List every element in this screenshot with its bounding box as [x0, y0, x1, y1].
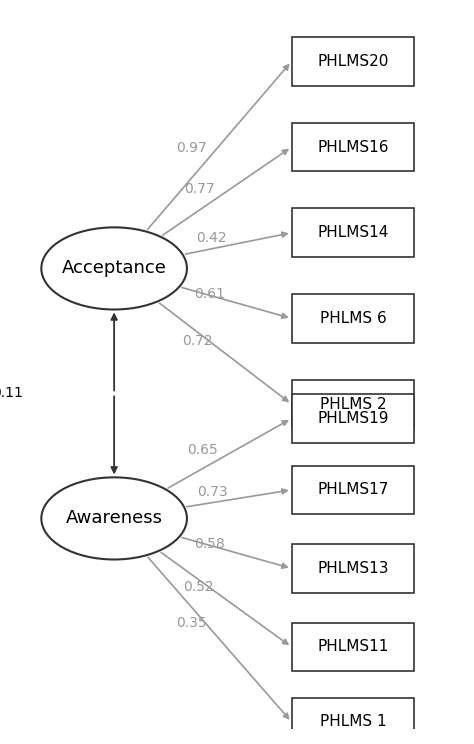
Text: PHLMS19: PHLMS19 [317, 411, 389, 426]
Text: 0.52: 0.52 [183, 580, 214, 594]
FancyBboxPatch shape [292, 37, 414, 86]
Text: PHLMS11: PHLMS11 [318, 640, 389, 655]
Text: PHLMS13: PHLMS13 [317, 561, 389, 576]
Text: PHLMS16: PHLMS16 [317, 140, 389, 155]
Text: PHLMS 6: PHLMS 6 [319, 311, 386, 326]
Text: PHLMS 2: PHLMS 2 [320, 397, 386, 411]
FancyBboxPatch shape [292, 394, 414, 443]
Text: PHLMS 1: PHLMS 1 [320, 714, 386, 729]
FancyBboxPatch shape [292, 698, 414, 744]
Text: Acceptance: Acceptance [62, 260, 166, 278]
Text: 0.72: 0.72 [182, 333, 213, 347]
Text: 0.77: 0.77 [184, 182, 215, 196]
Text: PHLMS20: PHLMS20 [318, 54, 389, 68]
Text: 0.73: 0.73 [197, 485, 228, 499]
Text: PHLMS17: PHLMS17 [318, 482, 389, 497]
FancyBboxPatch shape [292, 623, 414, 671]
Text: 0.97: 0.97 [176, 141, 207, 155]
Text: 0.35: 0.35 [176, 616, 207, 630]
Text: 0.65: 0.65 [187, 443, 218, 458]
Text: PHLMS14: PHLMS14 [318, 225, 389, 240]
FancyBboxPatch shape [292, 208, 414, 257]
FancyBboxPatch shape [292, 123, 414, 171]
Text: 0.42: 0.42 [197, 231, 227, 245]
Text: 0.58: 0.58 [194, 537, 225, 551]
Ellipse shape [41, 228, 187, 310]
Text: 0.11: 0.11 [0, 386, 23, 400]
FancyBboxPatch shape [292, 466, 414, 514]
Ellipse shape [41, 478, 187, 559]
Text: Awareness: Awareness [65, 510, 163, 527]
Text: 0.61: 0.61 [194, 287, 225, 301]
FancyBboxPatch shape [292, 544, 414, 593]
FancyBboxPatch shape [292, 294, 414, 343]
FancyBboxPatch shape [292, 380, 414, 429]
